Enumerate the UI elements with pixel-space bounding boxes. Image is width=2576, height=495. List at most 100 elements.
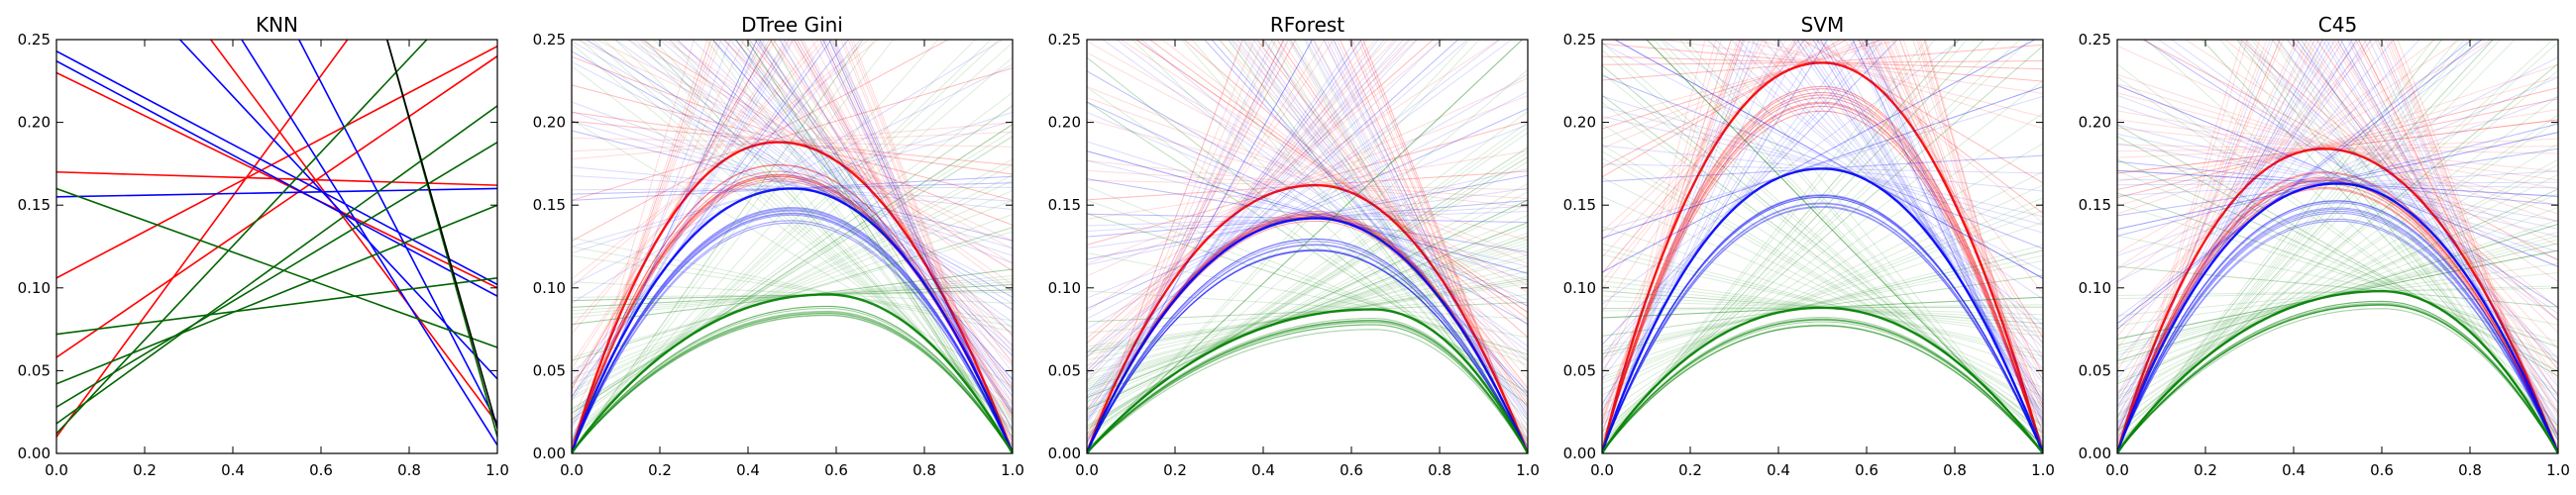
svm-ytick-label-4: 0.20 <box>1563 114 1596 132</box>
rforest-ytick-label-3: 0.15 <box>1048 196 1081 214</box>
dtree-gini-series-2-tangent-11 <box>572 61 1013 292</box>
c45-series-3-tangent-69 <box>2277 40 2558 447</box>
dtree-gini-series-3-tangent-64 <box>572 124 1013 414</box>
svm-series-2-tangent-45 <box>1861 40 2043 449</box>
dtree-gini-series-1-tangent-8 <box>572 40 712 447</box>
dtree-gini-ytick-label-5: 0.25 <box>533 31 566 49</box>
c45-series-2-tangent-63 <box>2117 123 2558 237</box>
dtree-gini-series-1-tangent-45 <box>832 40 1013 447</box>
rforest-series-3 <box>1087 40 1528 453</box>
rforest-series-3-tangent-26 <box>1087 290 1528 320</box>
c45-series-1-tangent-43 <box>2117 40 2361 349</box>
dtree-gini-series-3-tangent-53 <box>572 190 1013 385</box>
rforest-series-1-tangent-56 <box>1232 40 1528 370</box>
svm-series-3-tangent-4 <box>1602 40 1969 446</box>
knn-series-1-line-4 <box>56 71 497 289</box>
svm-series-2-tangent-24 <box>1602 116 2043 218</box>
c45-series-1-tangent-6 <box>2117 87 2558 199</box>
svm-series-1-band-3 <box>1602 97 2043 453</box>
c45-xtick-label-4: 0.8 <box>2458 461 2482 479</box>
dtree-gini-series-3-tangent-43 <box>741 40 1013 452</box>
svm-series-2-tangent-67 <box>1866 40 2043 451</box>
rforest-series-3-tangent-59 <box>1087 160 1528 426</box>
rforest-series-2-tangent-35 <box>1087 111 1528 301</box>
rforest-plot-area <box>1087 40 1528 453</box>
knn-series-2-line-4 <box>179 40 497 380</box>
dtree-gini-series-2-curve <box>572 187 1013 453</box>
dtree-gini-series-3-tangent-16 <box>572 40 864 453</box>
dtree-gini-series-1-tangent-51 <box>572 40 745 423</box>
c45-series-1-tangent-54 <box>2117 40 2379 331</box>
svm-series-2-tangent-8 <box>1730 40 2043 344</box>
rforest-series-3-tangent-44 <box>1087 40 1524 450</box>
svm-series-3-tangent-70 <box>1602 275 2043 338</box>
c45-series-2-band-2 <box>2117 220 2558 453</box>
c45-series-2-tangent-2 <box>2117 84 2558 267</box>
c45-series-3-tangent-15 <box>2117 143 2558 407</box>
rforest-axes-frame <box>1086 39 1529 454</box>
rforest-series-3-tangent-8 <box>1087 185 1528 366</box>
c45-series-3-band-2 <box>2117 304 2558 453</box>
rforest-series-1-tangent-68 <box>1087 40 1410 358</box>
dtree-gini-series-1-tangent-29 <box>572 40 949 242</box>
c45-series-3-band-4 <box>2117 303 2558 453</box>
c45-series-3-tangent-45 <box>2117 188 2558 385</box>
rforest-series-2-tangent-62 <box>1309 40 1528 448</box>
svm-series-2-tangent-9 <box>1852 40 2043 446</box>
svm-series-1-tangent-38 <box>1858 40 2043 339</box>
rforest-ytick-label-0: 0.00 <box>1048 445 1081 462</box>
svm-series-1-tangent-8 <box>1871 40 2043 376</box>
c45-series-3-tangent-20 <box>2117 40 2473 449</box>
rforest-series-3-band-3 <box>1087 322 1528 453</box>
rforest-series-3-tangent-32 <box>1087 294 1528 334</box>
rforest-series-2-tangent-31 <box>1087 40 1314 444</box>
c45-series-2-tangent-13 <box>2296 40 2558 404</box>
dtree-gini-series-2-tangent-35 <box>572 40 758 445</box>
rforest-series-1-tangent-31 <box>1087 120 1528 246</box>
svm-series-2-tangent-19 <box>1613 40 2043 279</box>
rforest-series-2-tangent-53 <box>1087 141 1528 281</box>
rforest-series-2-tangent-54 <box>1230 40 1528 409</box>
svm-series-1-tangent-32 <box>1800 40 2043 184</box>
knn-series-1-line-2 <box>56 45 497 279</box>
dtree-gini-panel: DTree Gini 0.0 0.2 0.4 0.6 0.8 1.0 0.00 0.05 0.10… <box>533 13 1024 479</box>
dtree-gini-series-1-tangent-49 <box>772 40 1013 391</box>
svm-series-1-tangent-3 <box>1925 40 2043 453</box>
svm-series-2-tangent-65 <box>1750 40 2043 359</box>
svm-series-2-tangent-43 <box>1602 40 1868 371</box>
c45-series-1-tangent-53 <box>2291 40 2558 370</box>
rforest-series-1-tangent-64 <box>1087 40 1418 354</box>
knn-xtick-label-3: 0.6 <box>309 461 333 479</box>
c45-series-1-tangent-67 <box>2397 40 2558 453</box>
rforest-series-1-tangent-25 <box>1148 40 1528 320</box>
dtree-gini-series-3-tangent-34 <box>572 124 1013 414</box>
c45-series-3 <box>2117 40 2558 453</box>
c45-series-2 <box>2117 40 2558 453</box>
dtree-gini-series-1-tangent-22 <box>722 40 1013 337</box>
rforest-series-3-tangent-64 <box>1087 203 1528 409</box>
rforest-xtick-label-2: 0.4 <box>1251 461 1275 479</box>
rforest-series-2-band-7 <box>1087 244 1528 453</box>
c45-series-1-tangent-34 <box>2384 40 2558 451</box>
c45-series-3-tangent-3 <box>2117 96 2558 424</box>
rforest-series-2-tangent-59 <box>1087 40 1469 370</box>
c45-series-3-band-6 <box>2117 302 2558 453</box>
dtree-gini-series-2-band-1 <box>572 212 1013 453</box>
c45-series-1-tangent-65 <box>2392 40 2558 453</box>
rforest-series-1-tangent-35 <box>1087 120 1528 246</box>
c45-series-2-tangent-21 <box>2117 148 2558 217</box>
dtree-gini-series-3-tangent-58 <box>572 289 1013 302</box>
c45-series-3-tangent-43 <box>2145 40 2558 412</box>
svm-series-2-tangent-7 <box>1602 40 1898 346</box>
dtree-gini-xtick-label-2: 0.4 <box>736 461 760 479</box>
svm-series-1-tangent-13 <box>1602 40 1806 258</box>
c45-ytick-label-5: 0.25 <box>2079 31 2111 49</box>
dtree-gini-series-1-tangent-64 <box>572 40 790 369</box>
c45-series-2-band-9 <box>2117 202 2558 453</box>
svm-series-1-tangent-28 <box>1602 40 1848 168</box>
c45-series-1-tangent-47 <box>2117 40 2249 452</box>
svm-series-2-tangent-61 <box>1602 40 1878 361</box>
dtree-gini-series-2-tangent-26 <box>572 40 758 445</box>
c45-series-1-tangent-61 <box>2184 40 2558 282</box>
svm-series-3-tangent-66 <box>1602 112 2043 417</box>
